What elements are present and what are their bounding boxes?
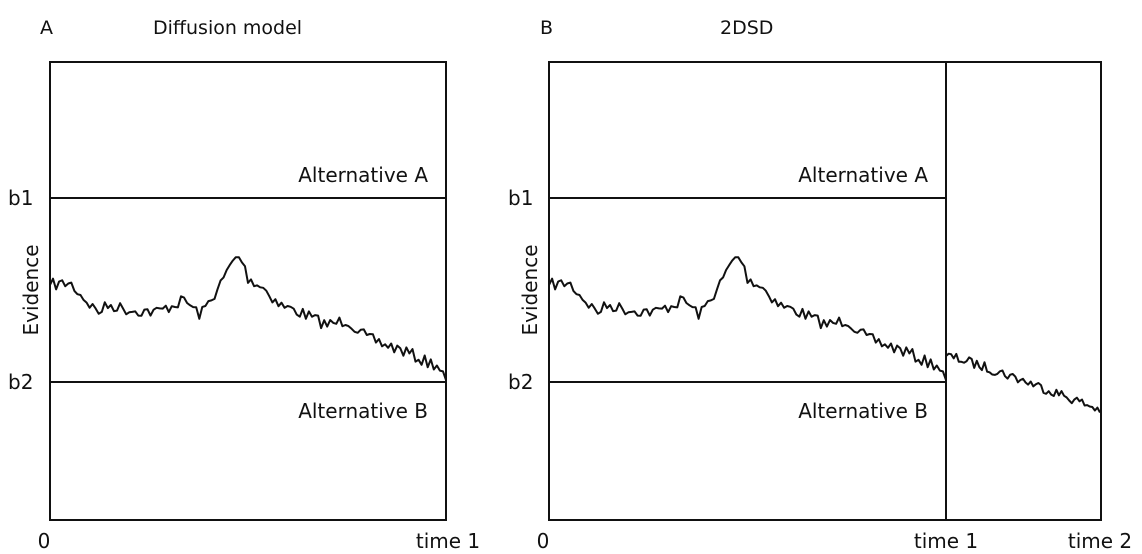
panel-a-evidence-path — [49, 256, 447, 381]
panel-b-title: 2DSD — [720, 17, 773, 39]
panel-b-frame — [548, 61, 1102, 521]
panel-b-bound-upper-label: b1 — [508, 186, 533, 210]
panel-a-title: Diffusion model — [153, 17, 302, 39]
panel-a-x-end-label: time 1 — [416, 529, 480, 553]
panel-a-bound-upper-label: b1 — [8, 186, 33, 210]
panel-b-evidence-path-phase1 — [548, 256, 947, 381]
panel-b-ylabel: Evidence — [518, 244, 542, 335]
panel-a-bound-lower-label: b2 — [8, 370, 33, 394]
panel-b-x-start-label: 0 — [537, 529, 550, 553]
panel-a-letter: A — [40, 17, 53, 39]
panel-a-alternative-a-label: Alternative A — [298, 163, 428, 187]
panel-b-alternative-b-label: Alternative B — [798, 399, 928, 423]
panel-a-x-start-label: 0 — [38, 529, 51, 553]
panel-b-x-end-label: time 2 — [1068, 529, 1132, 553]
panel-b-alternative-a-label: Alternative A — [798, 163, 928, 187]
panel-b-letter: B — [540, 17, 553, 39]
panel-a: A Diffusion model b1 b2 Alternative A Al… — [8, 17, 480, 553]
panel-a-alternative-b-label: Alternative B — [298, 399, 428, 423]
panel-b-evidence-path-phase2 — [945, 352, 1101, 413]
panel-a-frame — [49, 61, 447, 521]
panel-b-bound-lower-label: b2 — [508, 370, 533, 394]
panel-b-x-mid-label: time 1 — [914, 529, 978, 553]
panel-a-ylabel: Evidence — [19, 244, 43, 335]
panel-b: B 2DSD b1 b2 Alternative A Alternative B… — [508, 17, 1132, 553]
